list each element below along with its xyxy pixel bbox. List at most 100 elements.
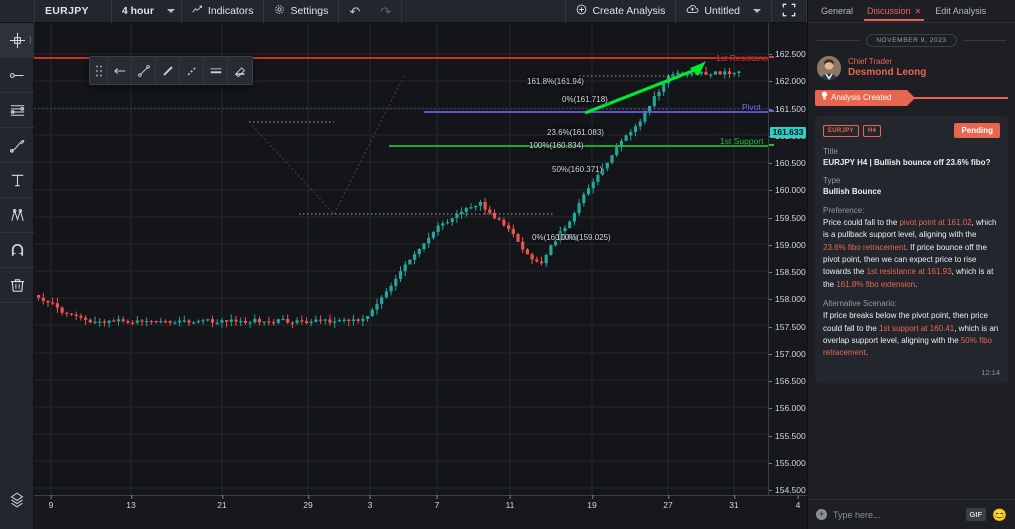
avatar[interactable]	[817, 56, 841, 80]
thick-line-style-button[interactable]	[156, 57, 180, 84]
divider	[180, 0, 182, 23]
close-icon[interactable]: ✕	[914, 6, 922, 16]
gif-button[interactable]: GIF	[965, 508, 987, 521]
undo-button[interactable]: ↶	[339, 0, 370, 23]
tab-general-label: General	[821, 5, 854, 16]
divider	[263, 0, 265, 23]
emoji-icon[interactable]: 😊	[992, 507, 1007, 522]
fib-label: 100%(160.834)	[529, 141, 584, 150]
tab-general[interactable]: General	[814, 2, 860, 21]
divider	[565, 0, 567, 23]
resistance-axis-mark	[769, 56, 774, 58]
highlighted-term: 1st resistance at 161.93	[866, 267, 952, 277]
pivot-label: Pivot	[742, 102, 761, 112]
price-tick: 162.500	[769, 49, 808, 60]
price-tick: 158.000	[769, 294, 808, 305]
symbol-label: EURJPY	[45, 5, 89, 17]
author-role: Chief Trader	[848, 56, 893, 66]
pattern-tool[interactable]	[0, 198, 34, 233]
timeframe-selector[interactable]: 4 hour	[112, 0, 181, 23]
price-tick: 159.000	[769, 240, 808, 251]
time-tick: 7	[434, 495, 440, 510]
preference-text: Price could fall to the pivot point at 1…	[823, 217, 1000, 291]
fibonacci-tool[interactable]	[0, 93, 34, 128]
brush-tool[interactable]	[0, 128, 34, 163]
dashed-line-style-button[interactable]	[180, 57, 204, 84]
toolbar-left-spacer	[0, 0, 34, 23]
price-tick: 161.500	[769, 104, 808, 115]
price-tick: 156.500	[769, 376, 808, 387]
symbol-selector[interactable]: EURJPY	[35, 0, 111, 23]
saved-analysis-selector[interactable]: Untitled	[676, 0, 771, 23]
alternative-text: If price breaks below the pivot point, t…	[823, 310, 1000, 360]
settings-label: Settings	[290, 5, 329, 17]
chevron-down-icon	[753, 9, 761, 13]
highlighted-term: 1st support at 160.41	[879, 323, 955, 333]
fullscreen-button[interactable]	[772, 0, 806, 23]
side-panel: General Discussion ✕ Edit Analysis NOVEMB…	[807, 0, 1015, 529]
preference-label: Preference:	[823, 205, 865, 215]
magnet-tool[interactable]	[0, 233, 34, 268]
text-run: , which is a pullback support level, ali…	[823, 217, 997, 240]
fib-label: 0%(160.040)	[532, 233, 578, 242]
lightbulb-icon	[821, 90, 828, 106]
highlighted-term: 50% fibo retracement	[823, 335, 992, 358]
divider-line	[817, 40, 861, 41]
color-picker-button[interactable]	[228, 57, 252, 84]
attach-icon[interactable]: +	[816, 509, 827, 520]
time-tick: 4	[795, 495, 801, 510]
price-axis[interactable]: 162.500162.000161.500161.000160.500160.0…	[768, 23, 808, 522]
back-arrow-button[interactable]	[108, 57, 132, 84]
settings-button[interactable]: Settings	[264, 0, 338, 23]
title-field-value: EURJPY H4 | Bullish bounce off 23.6% fib…	[823, 158, 991, 167]
text-run: Price could fall to the	[823, 217, 900, 227]
time-tick: 31	[729, 495, 739, 510]
status-badge: Pending	[954, 123, 1000, 138]
price-tick: 155.000	[769, 458, 808, 469]
fib-label: 50%(160.371)	[552, 165, 603, 174]
type-field-value: Bullish Bounce	[823, 187, 882, 197]
event-banner: Analysis Created	[815, 90, 1008, 106]
message-input[interactable]	[833, 509, 960, 520]
divider	[401, 0, 403, 23]
layers-button[interactable]	[0, 483, 34, 517]
price-tick: 158.500	[769, 267, 808, 278]
text-run: , which is an overlap support level, ali…	[823, 323, 999, 345]
delete-drawings-tool[interactable]	[0, 268, 34, 303]
projection-arrow	[584, 61, 706, 115]
analysis-created-banner: Analysis Created	[815, 90, 917, 106]
tab-edit-analysis[interactable]: Edit Analysis	[928, 2, 993, 21]
chart-plot-area[interactable]: 161.8%(161.94) 0%(161.718) 23.6%(161.083…	[34, 23, 768, 495]
saved-analysis-label: Untitled	[704, 5, 740, 17]
price-tick: 156.000	[769, 403, 808, 414]
text-run: .	[915, 279, 918, 289]
discussion-feed[interactable]: NOVEMBER 9, 2023 Chief Trader	[808, 23, 1015, 499]
divider	[34, 0, 35, 23]
drawing-tools-rail: ⟩	[0, 23, 34, 529]
text-tool[interactable]	[0, 163, 34, 198]
analysis-card: EURJPY H4 Pending Title EURJPY H4 | Bull…	[815, 116, 1008, 383]
redo-button[interactable]: ↷	[370, 0, 401, 23]
price-tick: 157.500	[769, 322, 808, 333]
create-analysis-button[interactable]: Create Analysis	[566, 0, 675, 23]
tab-edit-analysis-label: Edit Analysis	[935, 5, 987, 16]
line-weight-button[interactable]	[204, 57, 228, 84]
time-tick: 29	[303, 495, 313, 510]
indicators-button[interactable]: Indicators	[182, 0, 264, 23]
crosshair-tool[interactable]: ⟩	[0, 23, 34, 58]
date-divider: NOVEMBER 9, 2023	[817, 34, 1007, 47]
author-names: Chief Trader Desmond Leong	[848, 57, 926, 80]
chevron-down-icon	[166, 9, 175, 13]
time-axis[interactable]: 913212937111927314812	[34, 495, 941, 529]
redo-icon: ↷	[380, 3, 392, 19]
price-tick: 157.000	[769, 349, 808, 360]
tab-discussion[interactable]: Discussion ✕	[860, 2, 928, 21]
highlighted-term: 23.6% fibo retracement	[823, 242, 906, 252]
drag-handle[interactable]	[90, 57, 108, 84]
time-tick: 19	[587, 495, 597, 510]
drawing-toolbar	[89, 56, 253, 85]
thin-line-style-button[interactable]	[132, 57, 156, 84]
text-run: If price breaks below the pivot point, t…	[823, 311, 988, 333]
trend-line-tool[interactable]	[0, 58, 34, 93]
card-header: EURJPY H4 Pending	[823, 123, 1000, 138]
